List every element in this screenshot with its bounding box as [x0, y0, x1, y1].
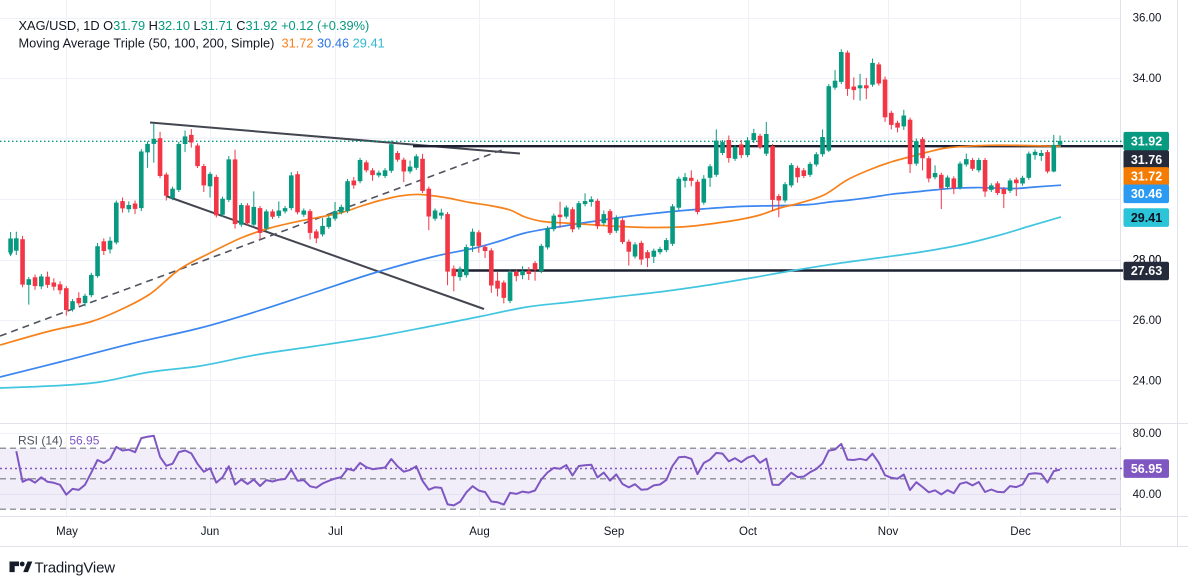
svg-text:27.63: 27.63	[1131, 264, 1162, 278]
svg-text:Sep: Sep	[604, 526, 624, 538]
svg-text:56.95: 56.95	[1131, 462, 1162, 476]
svg-text:Aug: Aug	[469, 526, 489, 538]
svg-text:XAG/USD, 1D O31.79 H32.10 L31.: XAG/USD, 1D O31.79 H32.10 L31.71 C31.92 …	[19, 18, 370, 33]
svg-text:24.00: 24.00	[1133, 376, 1162, 388]
svg-text:40.00: 40.00	[1133, 489, 1162, 501]
svg-text:May: May	[56, 526, 78, 538]
svg-text:31.92: 31.92	[1131, 134, 1162, 148]
svg-text:RSI (14) 56.95: RSI (14) 56.95	[18, 434, 100, 448]
svg-text:Nov: Nov	[878, 526, 899, 538]
svg-text:80.00: 80.00	[1133, 428, 1162, 440]
svg-text:Oct: Oct	[739, 526, 758, 538]
svg-text:31.72: 31.72	[1131, 170, 1162, 184]
svg-text:Jul: Jul	[328, 526, 343, 538]
svg-text:Jun: Jun	[201, 526, 220, 538]
svg-text:29.41: 29.41	[1131, 211, 1162, 225]
svg-text:Dec: Dec	[1010, 526, 1031, 538]
svg-text:Moving Average Triple (50, 100: Moving Average Triple (50, 100, 200, Sim…	[19, 36, 385, 51]
svg-text:30.46: 30.46	[1131, 187, 1162, 201]
svg-text:TradingView: TradingView	[35, 559, 116, 576]
svg-text:34.00: 34.00	[1133, 73, 1162, 85]
svg-text:31.76: 31.76	[1131, 153, 1162, 167]
svg-text:36.00: 36.00	[1133, 13, 1162, 25]
svg-text:26.00: 26.00	[1133, 315, 1162, 327]
